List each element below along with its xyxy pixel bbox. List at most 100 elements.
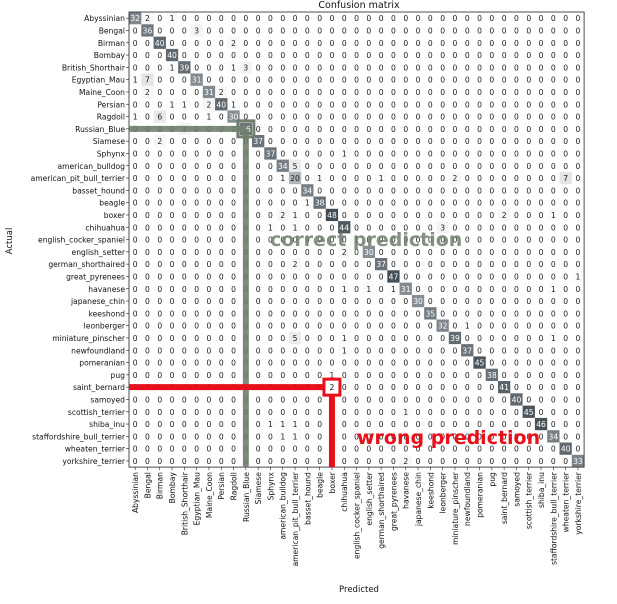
cell-value-label: 38 [487,371,497,380]
cell-value-label: 0 [477,76,482,85]
cell-value-label: 45 [475,359,485,368]
cell-value-label: 0 [576,174,581,183]
cell-value-label: 0 [440,199,445,208]
cell-value-label: 0 [551,383,556,392]
cell-value-label: 0 [366,186,371,195]
cell-value-label: 0 [194,199,199,208]
cell-value-label: 0 [551,76,556,85]
cell-value-label: 0 [489,149,494,158]
cell-value-label: 0 [157,211,162,220]
cell-value-label: 0 [305,26,310,35]
cell-value-label: 0 [268,39,273,48]
cell-value-label: 0 [194,248,199,257]
cell-value-label: 0 [428,51,433,60]
cell-value-label: 0 [477,346,482,355]
cell-value-label: 0 [157,457,162,466]
cell-value-label: 0 [317,76,322,85]
cell-value-label: 0 [379,309,384,318]
cell-value-label: 0 [157,223,162,232]
cell-value-label: 0 [170,408,175,417]
cell-value-label: 0 [477,260,482,269]
cell-value-label: 0 [145,334,150,343]
cell-value-label: 0 [465,457,470,466]
cell-value-label: 0 [366,272,371,281]
cell-value-label: 0 [465,113,470,122]
cell-value-label: 0 [330,272,335,281]
cell-value-label: 0 [379,100,384,109]
x-tick-label: pomeranian [476,472,485,518]
cell-value-label: 0 [366,125,371,134]
cell-value-label: 0 [379,113,384,122]
y-tick-label: saint_bernard [73,383,125,392]
cell-value-label: 0 [453,346,458,355]
cell-value-label: 0 [145,211,150,220]
cell-value-label: 0 [280,76,285,85]
cell-value-label: 0 [207,223,212,232]
cell-value-label: 0 [576,408,581,417]
cell-value-label: 0 [354,272,359,281]
cell-value-label: 0 [563,113,568,122]
cell-value-label: 0 [514,88,519,97]
cell-value-label: 1 [207,113,212,122]
cell-value-label: 0 [514,223,519,232]
cell-value-label: 0 [219,260,224,269]
cell-value-label: 0 [157,248,162,257]
cell-value-label: 0 [317,309,322,318]
x-tick-label: keeshond [426,472,435,509]
cell-value-label: 0 [342,162,347,171]
cell-value-label: 0 [391,371,396,380]
cell-value-label: 1 [317,174,322,183]
cell-value-label: 0 [243,88,248,97]
cell-value-label: 0 [305,432,310,441]
cell-value-label: 1 [391,285,396,294]
cell-value-label: 2 [145,14,150,23]
cell-value-label: 0 [194,223,199,232]
cell-value-label: 0 [133,359,138,368]
cell-value-label: 0 [305,272,310,281]
cell-value-label: 0 [502,149,507,158]
cell-value-label: 0 [207,408,212,417]
cell-value-label: 0 [366,26,371,35]
cell-value-label: 0 [194,88,199,97]
cell-value-label: 0 [526,137,531,146]
cell-value-label: 0 [231,223,236,232]
cell-value-label: 0 [539,223,544,232]
cell-value-label: 0 [428,125,433,134]
cell-value-label: 0 [170,334,175,343]
cell-value-label: 0 [256,432,261,441]
cell-value-label: 0 [280,334,285,343]
cell-value-label: 0 [403,334,408,343]
cell-value-label: 0 [440,76,445,85]
cell-value-label: 0 [403,371,408,380]
cell-value-label: 0 [563,395,568,404]
cell-value-label: 0 [354,383,359,392]
cell-value-label: 0 [194,309,199,318]
cell-value-label: 0 [293,322,298,331]
cell-value-label: 0 [416,211,421,220]
cell-value-label: 0 [182,248,187,257]
cell-value-label: 0 [243,76,248,85]
cell-value-label: 0 [477,457,482,466]
cell-value-label: 0 [563,432,568,441]
cell-value-label: 0 [465,125,470,134]
x-tick-label: havanese [402,472,411,509]
cell-value-label: 0 [551,457,556,466]
cell-value-label: 0 [305,297,310,306]
cell-value-label: 0 [145,186,150,195]
cell-value-label: 0 [539,359,544,368]
cell-value-label: 0 [489,297,494,306]
cell-value-label: 0 [170,76,175,85]
cell-value-label: 0 [305,162,310,171]
cell-value-label: 0 [366,174,371,183]
cell-value-label: 0 [268,137,273,146]
cell-value-label: 0 [133,236,138,245]
cell-value-label: 0 [514,236,519,245]
cell-value-label: 0 [293,346,298,355]
cell-value-label: 0 [539,346,544,355]
x-tick-label: scottish_terrier [525,471,534,529]
cell-value-label: 0 [182,162,187,171]
cell-value-label: 0 [354,174,359,183]
cell-value-label: 0 [293,297,298,306]
x-tick-label: Maine_Coon [205,472,214,518]
cell-value-label: 0 [440,63,445,72]
